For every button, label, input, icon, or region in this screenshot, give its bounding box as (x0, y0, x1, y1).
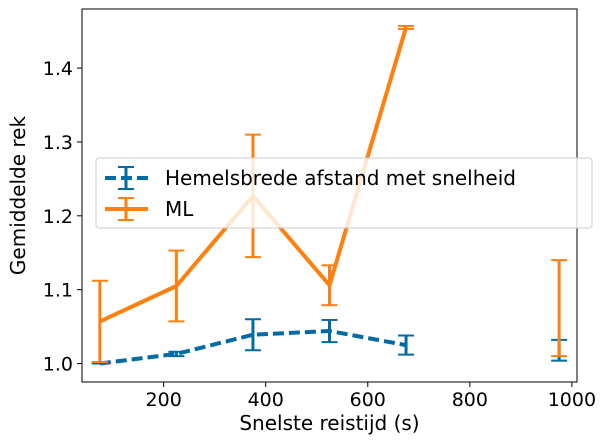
y-tick-label-3: 1.3 (43, 132, 73, 154)
legend-box (95, 157, 593, 229)
legend-label-series-1: ML (165, 197, 194, 221)
y-tick-label-4: 1.4 (43, 58, 73, 80)
x-tick-label-2: 600 (350, 389, 386, 411)
x-tick-label-1: 400 (248, 389, 284, 411)
y-tick-label-1: 1.1 (43, 280, 73, 302)
legend-swatch-series-0 (105, 166, 148, 190)
legend-swatch-series-1 (105, 197, 148, 221)
legend-entry-series-1: ML (105, 197, 194, 221)
legend-label-series-0: Hemelsbrede afstand met snelheid (165, 166, 516, 190)
x-axis-label: Snelste reistijd (s) (239, 411, 419, 435)
y-axis-label: Gemiddelde rek (6, 116, 30, 276)
x-tick-label-0: 200 (146, 389, 182, 411)
legend: Hemelsbrede afstand met snelheid ML (95, 157, 593, 229)
legend-entry-series-0: Hemelsbrede afstand met snelheid (105, 166, 516, 190)
y-tick-label-0: 1.0 (43, 354, 73, 376)
series-line-0 (99, 329, 407, 366)
ticks-layer: 200 400 600 800 1000 1.0 1.1 1.2 1.3 1.4 (43, 58, 596, 411)
x-tick-label-3: 800 (452, 389, 488, 411)
y-tick-label-2: 1.2 (43, 206, 73, 228)
x-tick-label-4: 1000 (548, 389, 596, 411)
